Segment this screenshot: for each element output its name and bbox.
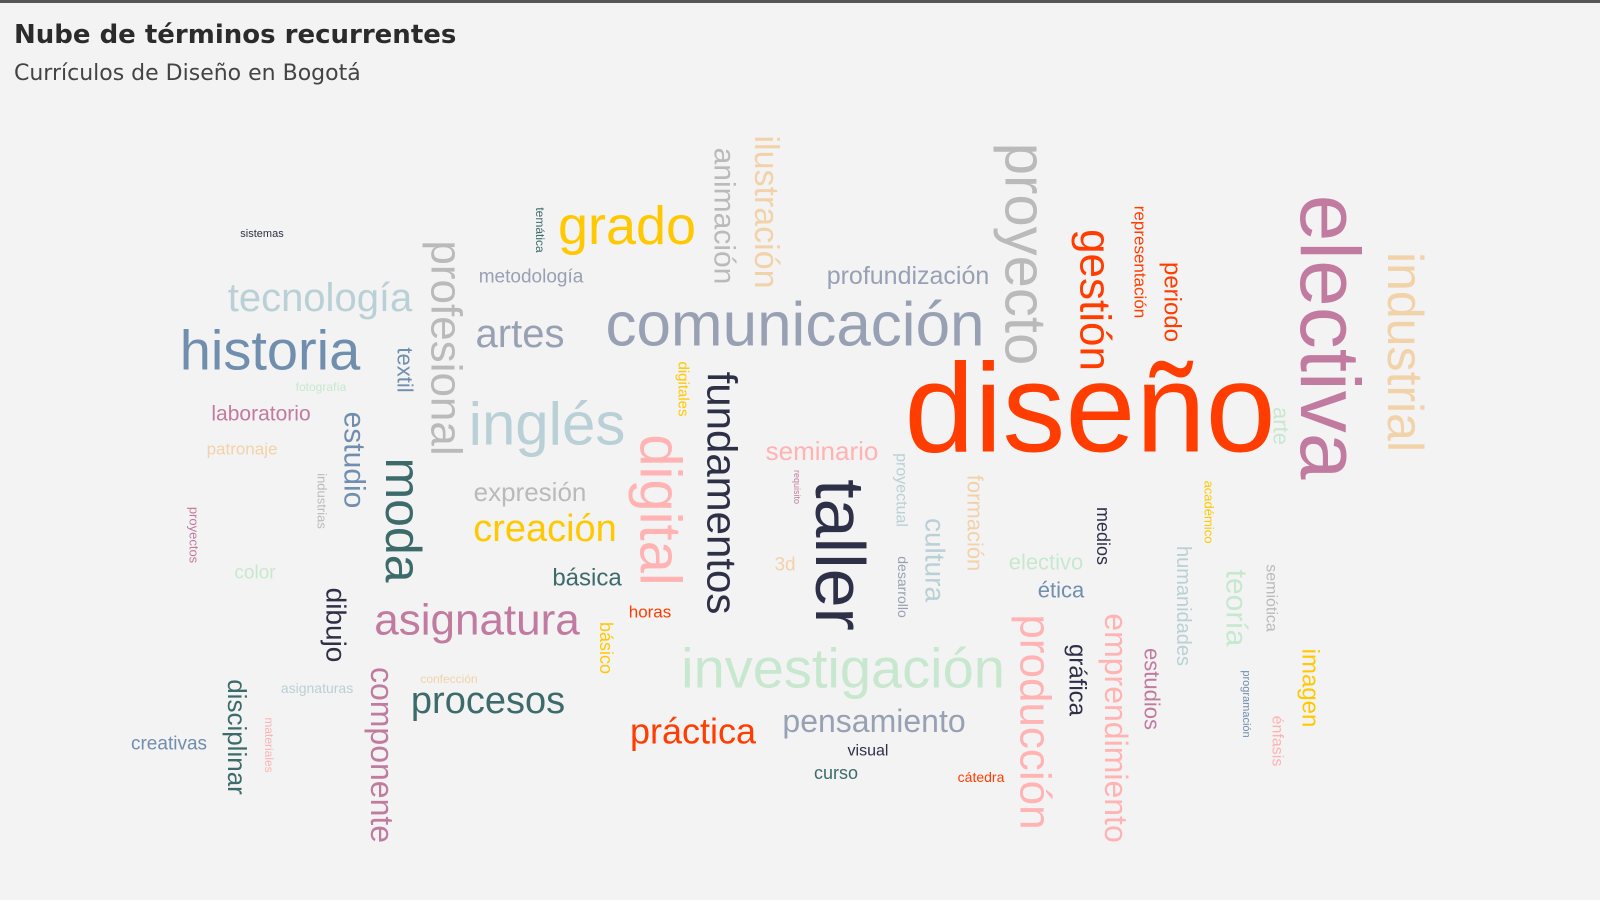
- cloud-word: disciplinar: [222, 679, 252, 795]
- cloud-word: laboratorio: [211, 403, 310, 426]
- cloud-word: creación: [473, 508, 617, 550]
- cloud-word: creativas: [131, 734, 207, 755]
- cloud-word: taller: [801, 479, 879, 631]
- cloud-word: moda: [375, 457, 431, 582]
- cloud-word: patronaje: [207, 440, 278, 459]
- cloud-word: digitales: [675, 361, 692, 416]
- cloud-word: digital: [628, 434, 693, 586]
- cloud-word: proyectos: [187, 507, 202, 564]
- cloud-word: pensamiento: [782, 703, 965, 739]
- cloud-word: dibujo: [321, 588, 352, 663]
- cloud-word: grado: [558, 196, 696, 256]
- cloud-word: gestión: [1071, 229, 1120, 371]
- cloud-word: electivo: [1009, 550, 1084, 575]
- cloud-word: académico: [1202, 481, 1217, 544]
- cloud-word: ética: [1038, 578, 1085, 603]
- cloud-word: artes: [476, 312, 565, 356]
- cloud-word: industrial: [1377, 252, 1433, 452]
- cloud-word: énfasis: [1269, 716, 1286, 767]
- cloud-word: confección: [420, 672, 477, 686]
- cloud-word: sistemas: [240, 228, 284, 240]
- cloud-word: curso: [814, 763, 858, 783]
- cloud-word: inglés: [469, 391, 626, 458]
- cloud-word: cátedra: [958, 769, 1005, 785]
- cloud-word: emprendimiento: [1098, 613, 1134, 842]
- cloud-word: teoría: [1220, 570, 1253, 647]
- cloud-word: profesional: [422, 240, 471, 455]
- cloud-word: periodo: [1159, 262, 1186, 342]
- cloud-word: producción: [1011, 614, 1060, 829]
- top-border: [0, 0, 1600, 3]
- cloud-word: fotografía: [296, 380, 347, 394]
- cloud-word: investigación: [681, 637, 1005, 700]
- cloud-word: desarrollo: [895, 556, 911, 618]
- cloud-word: medios: [1093, 507, 1113, 565]
- cloud-word: semiótica: [1263, 564, 1280, 632]
- cloud-word: electiva: [1283, 195, 1377, 480]
- cloud-word: ilustración: [747, 135, 785, 288]
- chart-title: Nube de términos recurrentes: [14, 20, 457, 50]
- cloud-word: seminario: [766, 436, 879, 466]
- cloud-word: procesos: [411, 680, 565, 722]
- cloud-word: básica: [552, 565, 622, 592]
- cloud-word: asignatura: [374, 596, 580, 645]
- cloud-word: componente: [364, 667, 400, 843]
- cloud-word: animación: [708, 148, 741, 285]
- cloud-word: estudios: [1140, 648, 1165, 730]
- cloud-word: arte: [1269, 407, 1294, 445]
- chart-subtitle: Currículos de Diseño en Bogotá: [14, 61, 361, 86]
- cloud-word: tecnología: [228, 276, 413, 320]
- cloud-word: historia: [180, 319, 361, 382]
- cloud-word: representación: [1131, 206, 1150, 318]
- cloud-word: expresión: [474, 477, 587, 507]
- cloud-word: estudio: [338, 412, 371, 509]
- cloud-word: requisito: [792, 470, 802, 504]
- cloud-word: proyectual: [893, 453, 910, 527]
- cloud-word: proyecto: [993, 143, 1058, 365]
- cloud-word: imagen: [1297, 649, 1324, 728]
- cloud-word: color: [234, 563, 276, 584]
- cloud-word: horas: [629, 603, 672, 622]
- cloud-word: asignaturas: [281, 680, 353, 696]
- cloud-word: comunicación: [605, 291, 984, 360]
- cloud-word: programación: [1240, 670, 1252, 737]
- cloud-word: fundamentos: [699, 372, 746, 615]
- cloud-word: gráfica: [1064, 644, 1091, 717]
- cloud-word: humanidades: [1172, 546, 1194, 666]
- cloud-word: básico: [596, 622, 616, 674]
- cloud-word: 3d: [774, 555, 795, 576]
- cloud-word: práctica: [630, 711, 757, 752]
- cloud-word: metodología: [479, 267, 584, 288]
- cloud-word: cultura: [920, 518, 951, 602]
- cloud-word: industrias: [315, 473, 330, 529]
- cloud-word: visual: [848, 743, 889, 760]
- cloud-word: textil: [393, 347, 418, 392]
- cloud-word: formación: [963, 475, 988, 572]
- cloud-word: materiales: [262, 717, 276, 772]
- cloud-word: diseño: [904, 338, 1275, 479]
- cloud-word: temática: [533, 207, 547, 253]
- cloud-word: profundización: [827, 262, 990, 290]
